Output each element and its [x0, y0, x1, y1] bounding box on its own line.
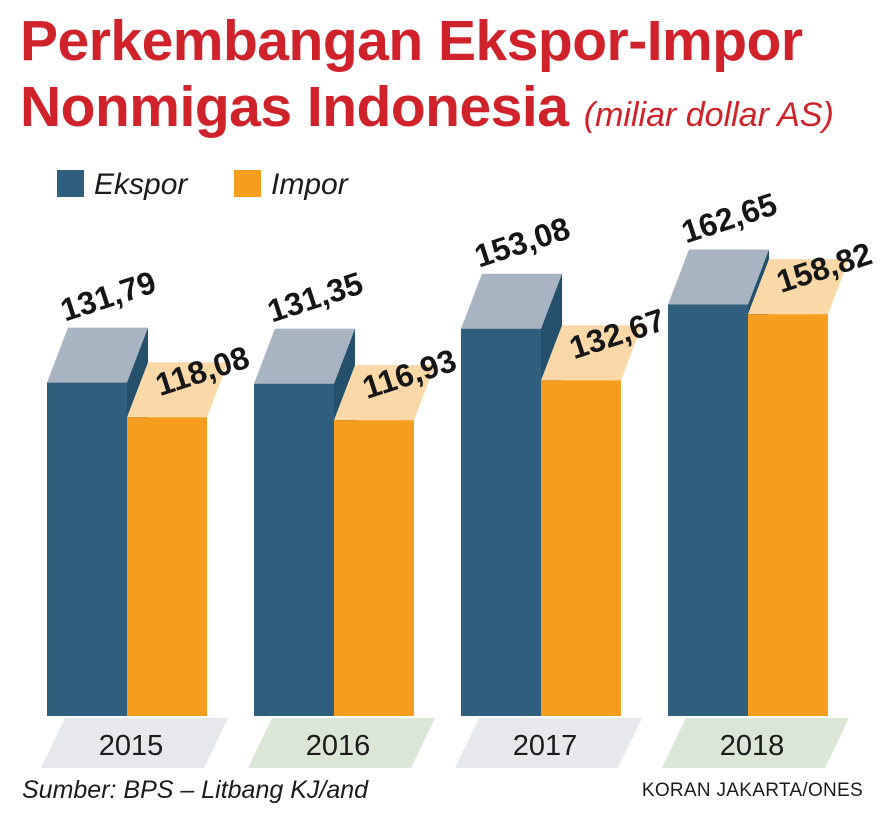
- credit-note: KORAN JAKARTA/ONES: [641, 780, 863, 801]
- year-band-2016: [248, 718, 435, 768]
- year-bands: [41, 718, 849, 768]
- data-label-ekspor-2017: 153,08: [470, 210, 574, 274]
- bar-top-impor-2017: [541, 325, 642, 381]
- x-tick-label-2017: 2017: [513, 730, 578, 762]
- year-band-2017: [455, 718, 642, 768]
- bar-top-ekspor-2018: [668, 249, 769, 305]
- bar-ekspor-2018: [668, 304, 748, 716]
- chart-title: Perkembangan Ekspor-Impor Nonmigas Indon…: [20, 8, 834, 148]
- source-note: Sumber: BPS – Litbang KJ/and: [22, 776, 369, 804]
- year-band-2018: [662, 718, 849, 768]
- x-tick-label-2016: 2016: [306, 730, 371, 762]
- bar-top-ekspor-2016: [254, 328, 355, 384]
- bar-top-ekspor-2015: [47, 327, 148, 383]
- x-tick-label-2018: 2018: [720, 730, 785, 762]
- bars: [47, 249, 849, 717]
- bar-impor-2018: [748, 314, 828, 716]
- bar-top-impor-2016: [334, 365, 435, 421]
- bar-ekspor-2017: [461, 328, 541, 716]
- bar-impor-2015: [127, 417, 207, 716]
- legend-swatch-ekspor: [57, 170, 84, 197]
- legend: Ekspor Impor: [57, 168, 349, 201]
- data-label-ekspor-2018: 162,65: [677, 186, 781, 250]
- x-tick-label-2015: 2015: [99, 730, 164, 762]
- year-band-2015: [41, 718, 228, 768]
- bar-ekspor-2016: [254, 383, 334, 716]
- chart-unit: (miliar dollar AS): [583, 96, 834, 134]
- legend-label-impor: Impor: [271, 168, 349, 201]
- bar-impor-2017: [541, 380, 621, 716]
- chart-title-line1: Perkembangan Ekspor-Impor: [20, 9, 803, 73]
- bar-impor-2016: [334, 420, 414, 716]
- legend-label-ekspor: Ekspor: [94, 168, 188, 201]
- legend-swatch-impor: [234, 170, 261, 197]
- bar-top-ekspor-2017: [461, 273, 562, 329]
- bar-top-impor-2015: [127, 362, 228, 418]
- chart-title-line2: Nonmigas Indonesia: [20, 75, 569, 139]
- bar-ekspor-2015: [47, 382, 127, 716]
- bar-top-impor-2018: [748, 259, 849, 315]
- data-label-ekspor-2016: 131,35: [263, 265, 367, 329]
- data-label-ekspor-2015: 131,79: [56, 264, 160, 328]
